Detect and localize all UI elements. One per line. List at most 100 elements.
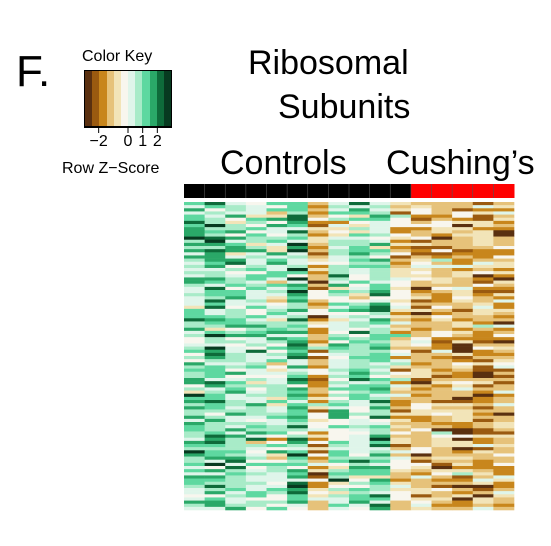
heatmap-cell <box>369 466 391 470</box>
heatmap-cell <box>472 362 494 366</box>
heatmap-cell <box>431 444 453 448</box>
heatmap-cell <box>328 459 350 464</box>
heatmap-cell <box>204 318 226 322</box>
heatmap-cell <box>493 409 515 413</box>
heatmap-cell <box>410 283 432 288</box>
heatmap-cell <box>349 425 370 429</box>
heatmap-cell <box>431 346 453 351</box>
heatmap-cell <box>369 258 391 263</box>
heatmap-cell <box>493 268 515 272</box>
heatmap-cell <box>452 324 474 329</box>
heatmap-cell <box>452 337 474 341</box>
heatmap-cell <box>493 440 515 445</box>
heatmap-cell <box>307 459 329 464</box>
heatmap-cell <box>472 356 494 360</box>
heatmap-cell <box>431 365 453 369</box>
heatmap-cell <box>369 274 391 278</box>
heatmap-cell <box>349 346 370 351</box>
heatmap-cell <box>266 224 288 228</box>
heatmap-cell <box>410 488 432 492</box>
heatmap-cell <box>287 352 309 357</box>
heatmap-cell <box>184 418 205 423</box>
heatmap-cell <box>390 236 412 241</box>
heatmap-cell <box>204 368 226 373</box>
color-key-swatch <box>156 71 164 126</box>
heatmap-cell <box>431 233 453 237</box>
heatmap-cell <box>225 205 247 209</box>
heatmap-cell <box>307 396 329 401</box>
heatmap-cell <box>431 277 453 281</box>
heatmap-cell <box>390 318 412 322</box>
heatmap-cell <box>472 422 494 426</box>
heatmap-cell <box>266 374 288 379</box>
color-key-tick: 0 <box>123 133 133 150</box>
heatmap-cell <box>204 406 226 410</box>
heatmap-cell <box>328 343 350 347</box>
heatmap-cell <box>307 343 329 347</box>
heatmap-cell <box>204 220 226 225</box>
heatmap-cell <box>410 327 432 332</box>
heatmap-cell <box>204 283 226 288</box>
heatmap-cell <box>472 431 494 435</box>
heatmap-cell <box>410 217 432 222</box>
heatmap-cell <box>307 488 329 492</box>
heatmap-cell <box>369 472 391 476</box>
heatmap-cell <box>245 466 267 470</box>
heatmap-cell <box>369 230 391 234</box>
heatmap-cell <box>349 418 370 423</box>
heatmap-cell <box>266 280 288 285</box>
heatmap-cell <box>245 318 267 322</box>
heatmap-cell <box>349 359 370 363</box>
heatmap-cell <box>390 349 412 354</box>
heatmap-cell <box>390 246 412 250</box>
color-key-swatch <box>99 71 107 126</box>
heatmap-cell <box>349 202 370 206</box>
heatmap-cell <box>493 208 515 212</box>
heatmap-cell <box>184 327 205 332</box>
heatmap-cell <box>204 224 226 228</box>
heatmap-cell <box>390 434 412 439</box>
color-key-swatch <box>163 71 172 126</box>
heatmap-cell <box>410 384 432 388</box>
heatmap-cell <box>307 491 329 495</box>
heatmap-cell <box>225 280 247 285</box>
heatmap-cell <box>266 415 288 420</box>
heatmap-cell <box>431 274 453 278</box>
heatmap-cell <box>225 258 247 263</box>
heatmap-cell <box>431 324 453 329</box>
heatmap-cell <box>452 318 474 322</box>
heatmap-cell <box>328 371 350 376</box>
heatmap-cell <box>307 233 329 237</box>
heatmap-cell <box>204 475 226 479</box>
heatmap-cell <box>410 239 432 244</box>
heatmap-cell <box>431 286 453 291</box>
heatmap-cell <box>390 271 412 275</box>
heatmap-cell <box>369 450 391 454</box>
heatmap-cell <box>204 440 226 445</box>
color-key-title: Color Key <box>82 48 153 65</box>
heatmap-cell <box>184 227 205 231</box>
heatmap-cell <box>266 378 288 382</box>
heatmap-cell <box>184 217 205 222</box>
heatmap-cell <box>204 296 226 300</box>
heatmap-cell <box>431 406 453 410</box>
heatmap-cell <box>184 346 205 351</box>
heatmap-cell <box>452 274 474 278</box>
color-key-swatch <box>85 71 93 126</box>
heatmap-cell <box>328 334 350 338</box>
heatmap-cell <box>369 283 391 288</box>
heatmap-cell <box>307 456 329 461</box>
heatmap-cell <box>431 217 453 222</box>
heatmap-cell <box>245 312 267 316</box>
heatmap-cell <box>184 462 205 467</box>
heatmap-cell <box>431 343 453 347</box>
heatmap-cell <box>472 469 494 473</box>
heatmap-cell <box>266 428 288 432</box>
heatmap-cell <box>184 393 205 398</box>
heatmap-cell <box>369 224 391 228</box>
heatmap-cell <box>204 497 226 501</box>
heatmap-cell <box>225 462 247 467</box>
heatmap-cell <box>390 280 412 285</box>
heatmap-cell <box>225 472 247 476</box>
heatmap-cell <box>245 315 267 319</box>
